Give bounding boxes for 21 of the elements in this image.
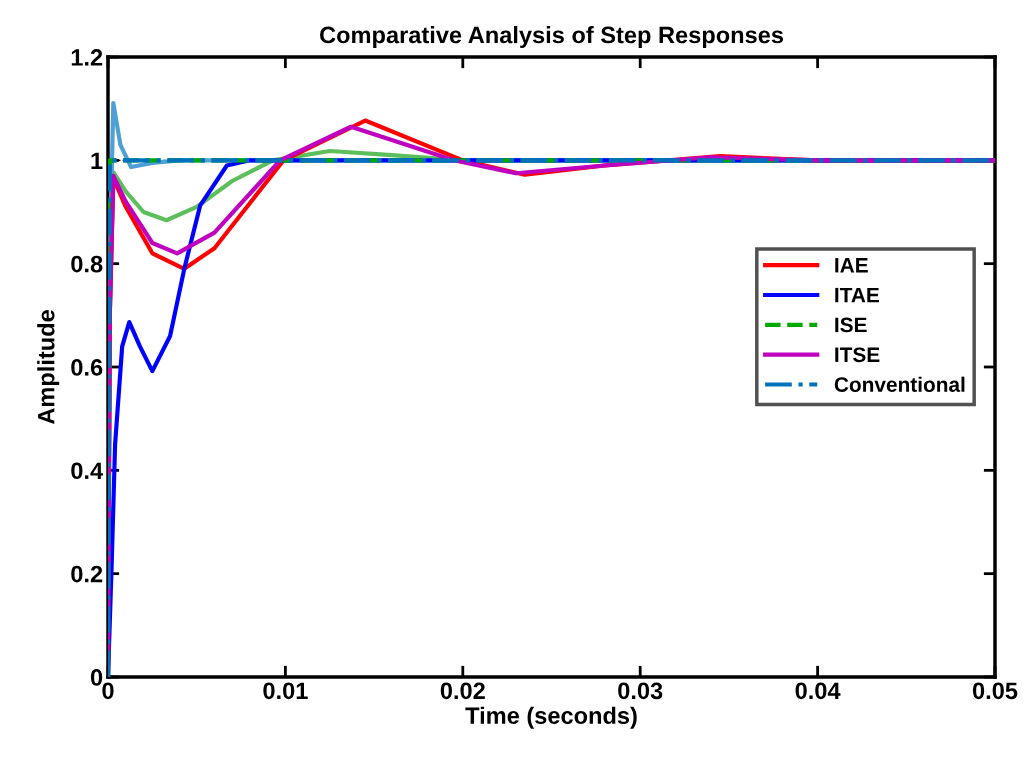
y-axis-title: Amplitude	[37, 310, 60, 425]
x-tick-label: 0.01	[263, 682, 308, 700]
y-tick-label: 1	[91, 152, 103, 169]
y-tick-label: 0.2	[71, 565, 103, 583]
chart-title: Comparative Analysis of Step Responses	[320, 26, 784, 49]
x-tick-label: 0	[102, 682, 114, 700]
x-tick-label: 0.02	[440, 682, 485, 700]
legend-label: ITSE	[835, 347, 880, 363]
x-tick-label: 0.05	[972, 682, 1018, 700]
legend-label: ITAE	[835, 287, 879, 303]
legend-label: ISE	[835, 317, 867, 333]
y-tick-label: 0.8	[71, 255, 103, 273]
x-tick-label: 0.03	[618, 682, 663, 700]
y-tick-label: 1.2	[71, 49, 103, 66]
y-tick-label: 0.4	[71, 462, 104, 480]
x-axis-title: Time (seconds)	[465, 706, 637, 729]
x-tick-label: 0.04	[795, 682, 841, 700]
legend-label: IAE	[835, 258, 868, 273]
y-tick-label: 0.6	[71, 359, 103, 376]
legend-label: Conventional	[834, 376, 965, 392]
y-tick-label: 0	[90, 669, 103, 686]
